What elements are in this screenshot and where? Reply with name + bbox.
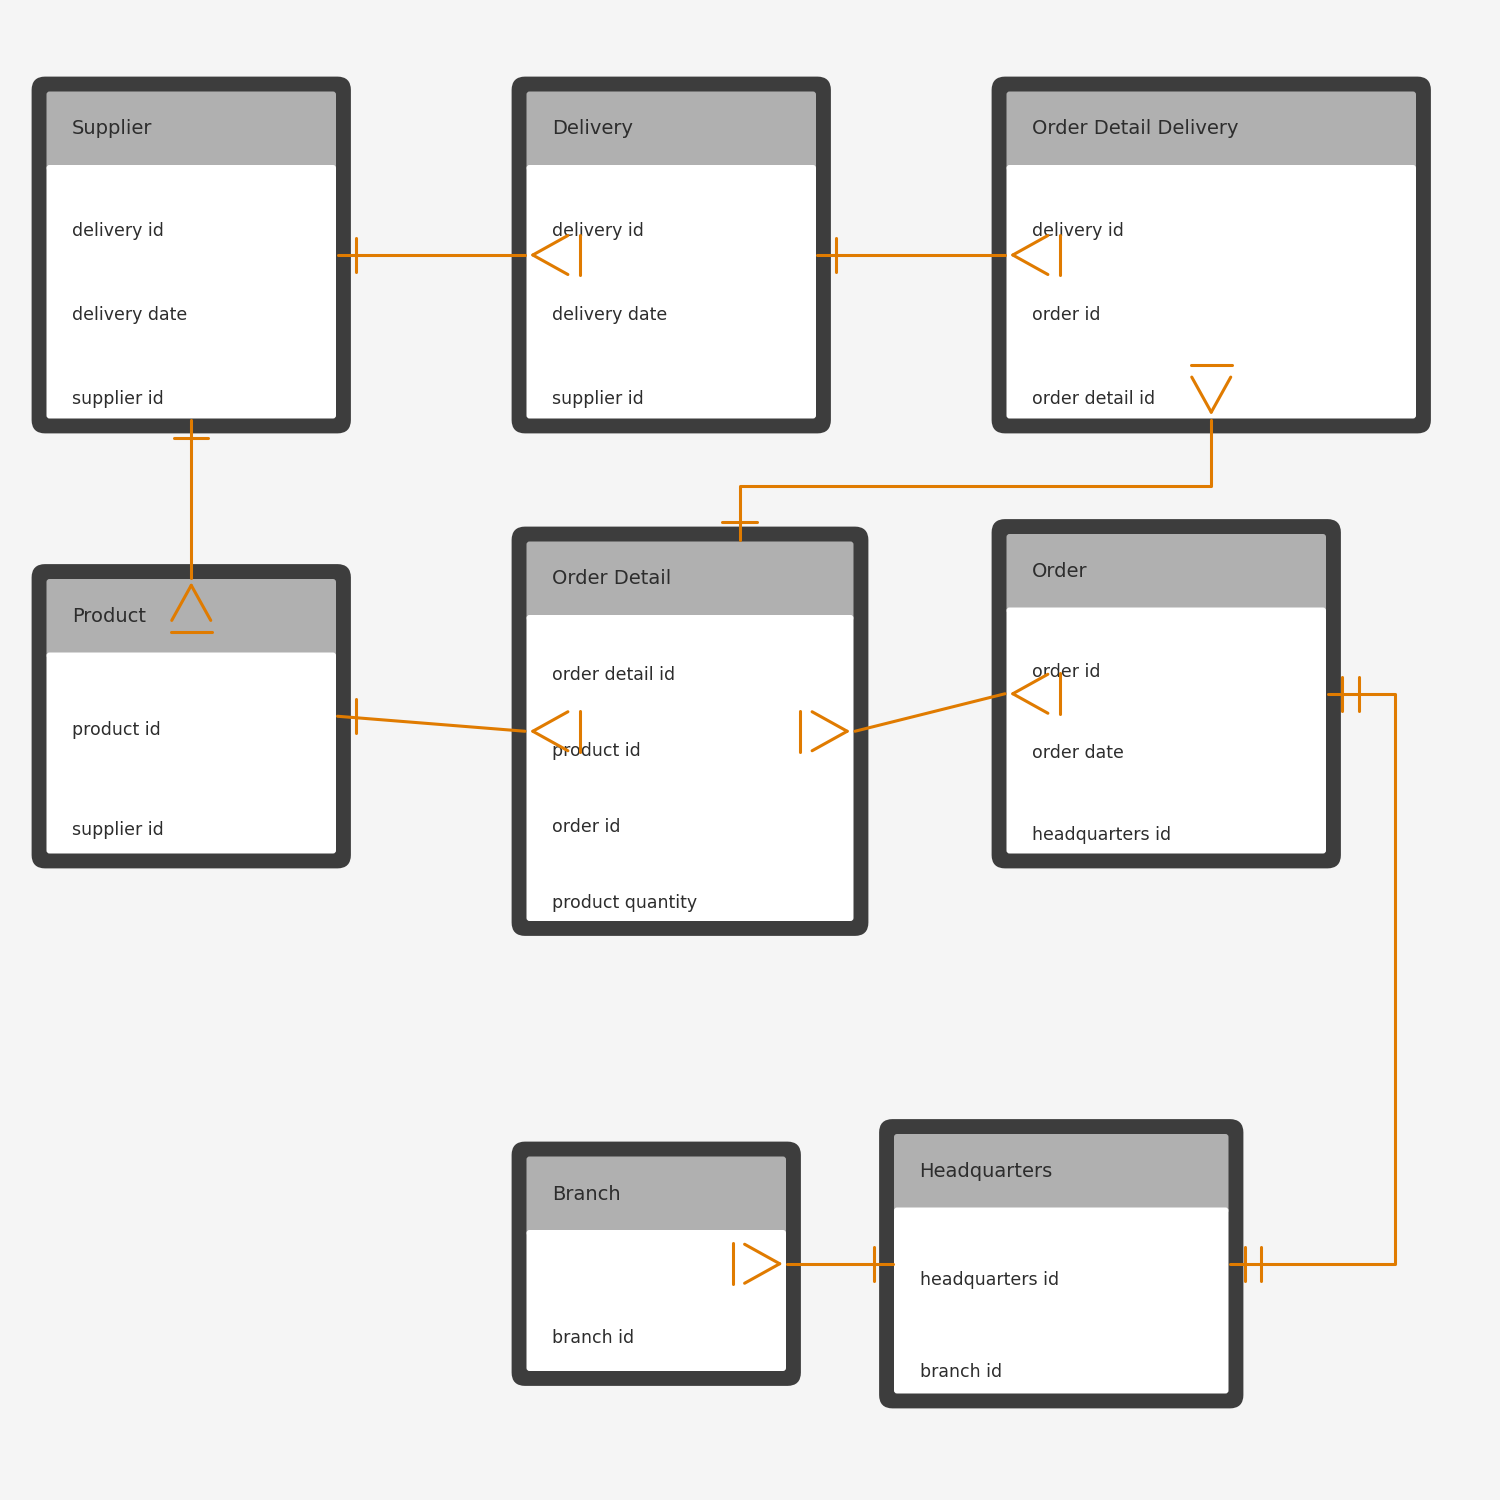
- FancyBboxPatch shape: [33, 566, 350, 867]
- Text: branch id: branch id: [920, 1364, 1002, 1382]
- Text: order detail id: order detail id: [552, 666, 675, 684]
- Text: delivery id: delivery id: [1032, 222, 1124, 240]
- Text: supplier id: supplier id: [72, 390, 164, 408]
- FancyBboxPatch shape: [894, 1208, 1228, 1394]
- FancyBboxPatch shape: [1007, 165, 1416, 419]
- FancyBboxPatch shape: [1007, 534, 1326, 614]
- Text: Product: Product: [72, 608, 146, 625]
- FancyBboxPatch shape: [526, 615, 854, 921]
- FancyBboxPatch shape: [526, 1230, 786, 1371]
- Text: Supplier: Supplier: [72, 120, 153, 138]
- FancyBboxPatch shape: [46, 165, 336, 419]
- Text: headquarters id: headquarters id: [1032, 825, 1172, 843]
- Text: supplier id: supplier id: [72, 821, 164, 839]
- Text: Delivery: Delivery: [552, 120, 633, 138]
- FancyBboxPatch shape: [513, 528, 867, 934]
- FancyBboxPatch shape: [1007, 92, 1416, 171]
- Text: order id: order id: [552, 819, 621, 837]
- Text: supplier id: supplier id: [552, 390, 644, 408]
- Text: branch id: branch id: [552, 1329, 634, 1347]
- FancyBboxPatch shape: [993, 520, 1340, 867]
- FancyBboxPatch shape: [526, 92, 816, 171]
- Text: headquarters id: headquarters id: [920, 1270, 1059, 1288]
- FancyBboxPatch shape: [513, 78, 830, 432]
- FancyBboxPatch shape: [894, 1134, 1228, 1214]
- FancyBboxPatch shape: [46, 579, 336, 658]
- Text: Order Detail Delivery: Order Detail Delivery: [1032, 120, 1239, 138]
- Text: product id: product id: [552, 742, 640, 760]
- Text: order detail id: order detail id: [1032, 390, 1155, 408]
- Text: product id: product id: [72, 722, 160, 740]
- FancyBboxPatch shape: [526, 542, 854, 621]
- FancyBboxPatch shape: [33, 78, 350, 432]
- FancyBboxPatch shape: [1007, 608, 1326, 853]
- Text: Order: Order: [1032, 562, 1088, 580]
- FancyBboxPatch shape: [46, 652, 336, 853]
- FancyBboxPatch shape: [513, 1143, 800, 1384]
- Text: delivery id: delivery id: [72, 222, 164, 240]
- Text: delivery id: delivery id: [552, 222, 644, 240]
- Text: delivery date: delivery date: [552, 306, 668, 324]
- FancyBboxPatch shape: [526, 165, 816, 419]
- Text: product quantity: product quantity: [552, 894, 698, 912]
- Text: Branch: Branch: [552, 1185, 621, 1203]
- Text: Headquarters: Headquarters: [920, 1162, 1053, 1180]
- Text: order id: order id: [1032, 306, 1101, 324]
- FancyBboxPatch shape: [526, 1156, 786, 1236]
- Text: Order Detail: Order Detail: [552, 570, 672, 588]
- FancyBboxPatch shape: [993, 78, 1430, 432]
- FancyBboxPatch shape: [46, 92, 336, 171]
- FancyBboxPatch shape: [880, 1120, 1242, 1407]
- Text: order date: order date: [1032, 744, 1124, 762]
- Text: delivery date: delivery date: [72, 306, 188, 324]
- Text: order id: order id: [1032, 663, 1101, 681]
